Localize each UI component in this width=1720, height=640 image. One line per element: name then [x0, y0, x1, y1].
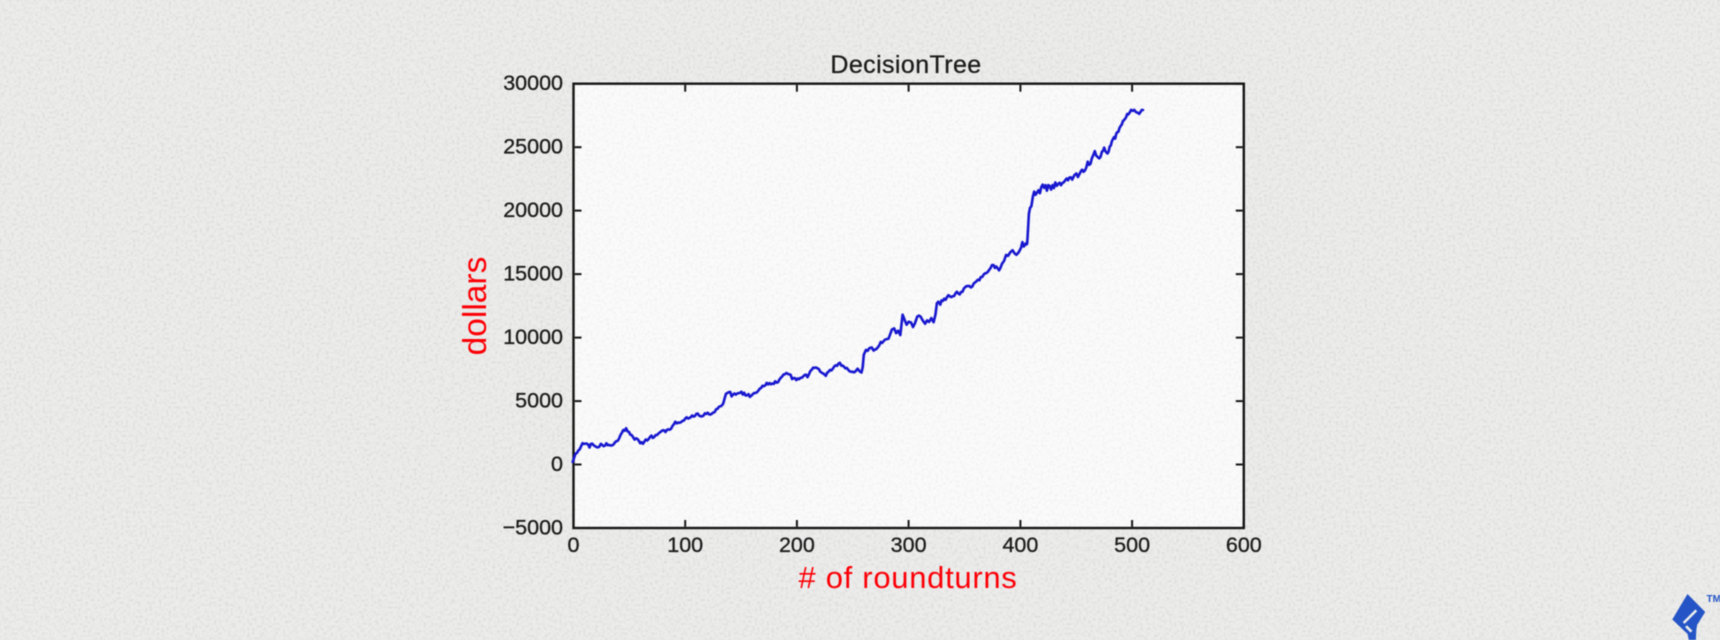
svg-text:10000: 10000: [503, 325, 563, 349]
svg-text:200: 200: [779, 533, 815, 557]
svg-text:5000: 5000: [515, 389, 563, 413]
svg-text:500: 500: [1114, 533, 1150, 557]
svg-text:100: 100: [667, 533, 703, 557]
svg-text:TM: TM: [1707, 594, 1720, 605]
svg-text:0: 0: [568, 533, 580, 557]
svg-text:# of roundturns: # of roundturns: [798, 560, 1017, 595]
svg-text:30000: 30000: [503, 71, 563, 95]
svg-text:−5000: −5000: [503, 515, 563, 539]
svg-text:0: 0: [551, 452, 563, 476]
svg-text:DecisionTree: DecisionTree: [830, 51, 981, 79]
svg-text:300: 300: [891, 533, 927, 557]
svg-text:20000: 20000: [503, 198, 563, 222]
svg-text:dollars: dollars: [457, 257, 494, 356]
svg-text:600: 600: [1226, 533, 1262, 557]
svg-text:15000: 15000: [503, 262, 563, 286]
svg-text:400: 400: [1002, 533, 1038, 557]
svg-text:25000: 25000: [503, 135, 563, 159]
